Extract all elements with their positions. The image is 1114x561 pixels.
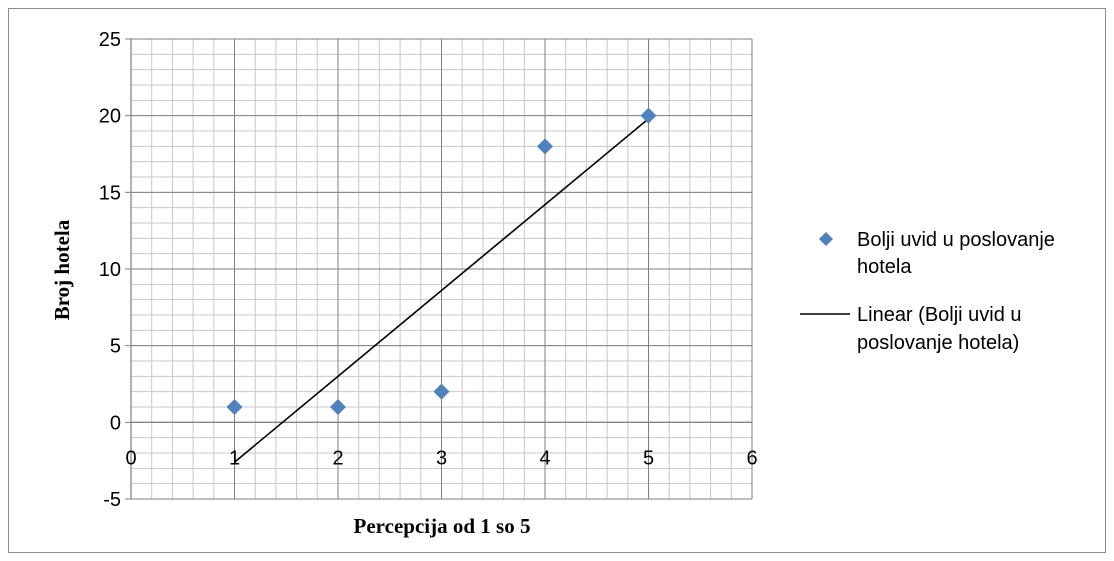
y-axis-title: Broj hotela bbox=[50, 219, 74, 320]
data-point-diamond bbox=[434, 384, 450, 400]
data-point-diamond bbox=[641, 108, 657, 124]
y-tick-label: 0 bbox=[110, 412, 121, 434]
x-tick-label: 2 bbox=[332, 447, 343, 469]
y-tick-label: 20 bbox=[99, 106, 121, 128]
data-point-diamond bbox=[227, 399, 243, 415]
x-tick-label: 0 bbox=[125, 447, 136, 469]
legend: Bolji uvid u poslovanje hotela Linear (B… bbox=[800, 229, 1055, 354]
legend-marker-diamond bbox=[819, 232, 833, 246]
data-point-diamond bbox=[537, 138, 553, 154]
y-tick-label: -5 bbox=[103, 489, 121, 511]
major-gridlines bbox=[131, 39, 752, 499]
y-tick-label: 15 bbox=[99, 182, 121, 204]
x-tick-label: 4 bbox=[539, 447, 550, 469]
y-tick-label: 10 bbox=[99, 259, 121, 281]
legend-label-series-line1: Bolji uvid u poslovanje bbox=[857, 229, 1055, 251]
legend-label-trendline-line2: poslovanje hotela) bbox=[857, 332, 1019, 354]
y-tick-label: 25 bbox=[99, 29, 121, 51]
x-tick-label: 5 bbox=[643, 447, 654, 469]
x-tick-label: 3 bbox=[436, 447, 447, 469]
data-point-diamond bbox=[330, 399, 346, 415]
x-axis-title: Percepcija od 1 so 5 bbox=[354, 514, 531, 538]
y-tick-labels: -5 0 5 10 15 20 25 bbox=[99, 29, 121, 511]
legend-label-trendline-line1: Linear (Bolji uvid u bbox=[857, 304, 1022, 326]
y-tick-label: 5 bbox=[110, 336, 121, 358]
legend-label-series-line2: hotela bbox=[857, 256, 912, 278]
x-tick-label: 6 bbox=[746, 447, 757, 469]
